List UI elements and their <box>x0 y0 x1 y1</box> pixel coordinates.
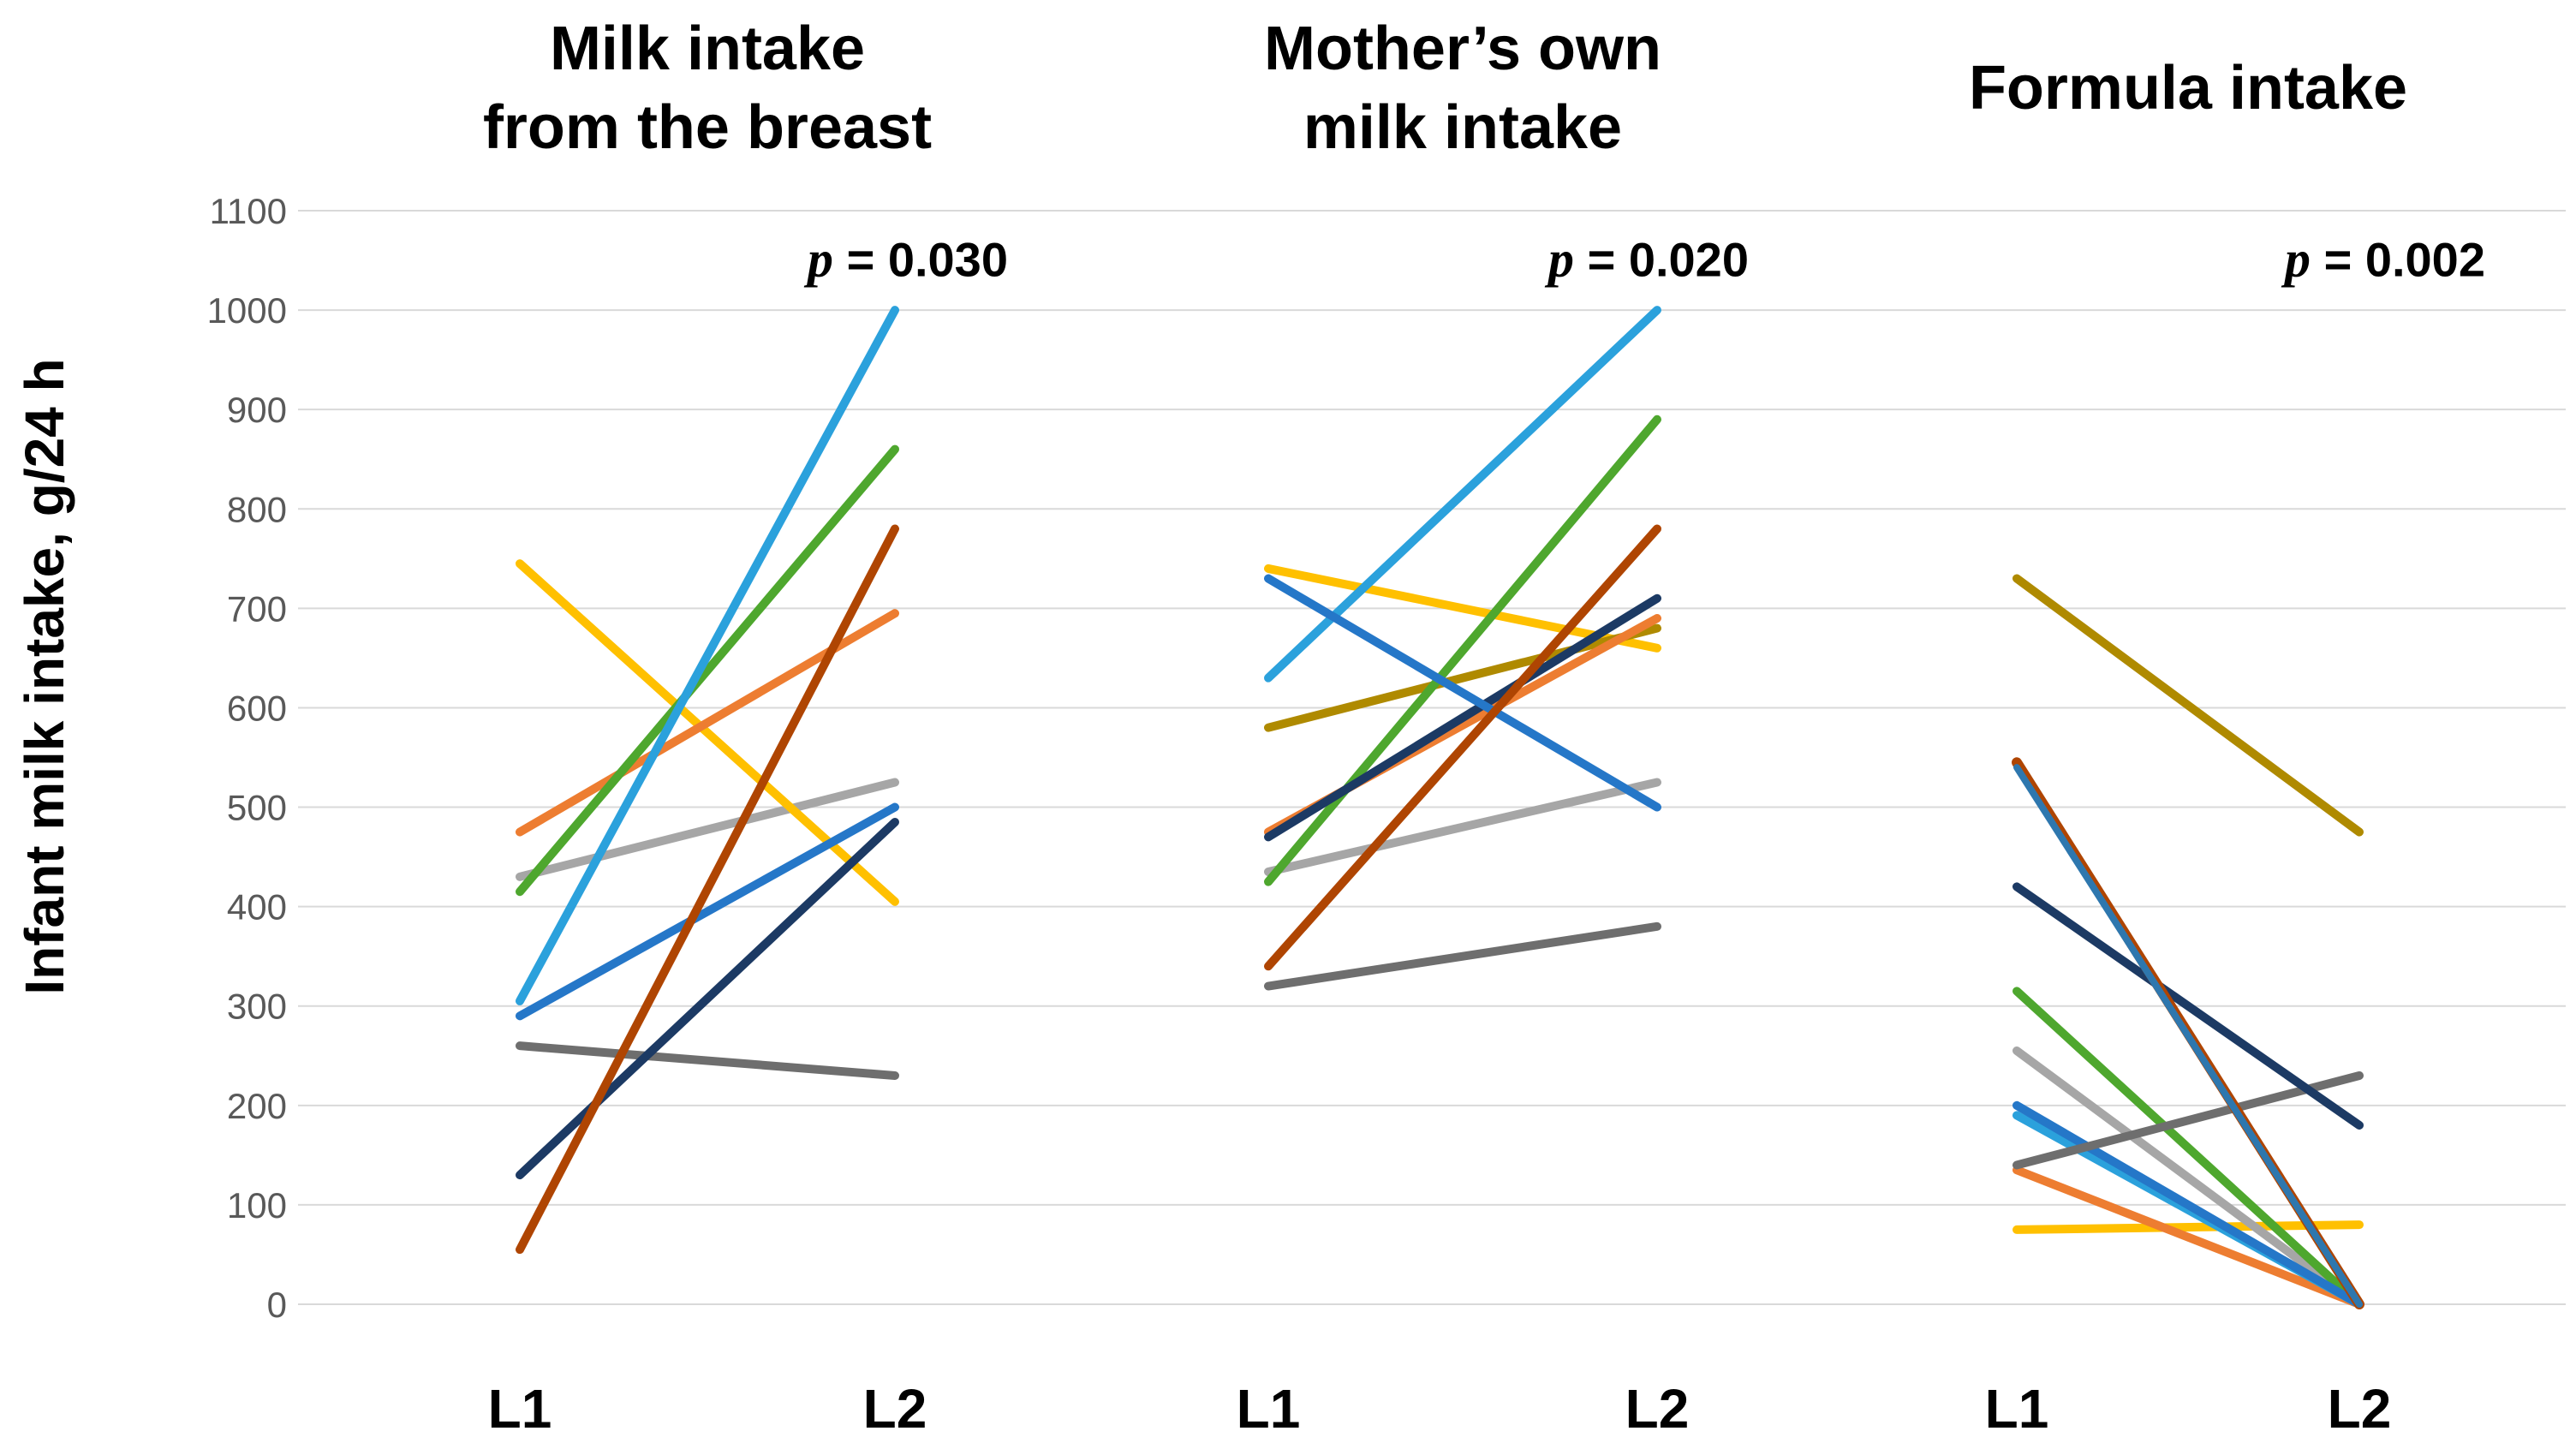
series-line-panel2-light_gray <box>1264 778 1661 877</box>
y-tick-label-400: 400 <box>227 887 287 927</box>
p-symbol: p <box>808 230 834 288</box>
x-label-panel2-L1: L1 <box>1236 1378 1301 1440</box>
p-symbol: p <box>1548 230 1575 288</box>
y-tick-label-700: 700 <box>227 588 287 629</box>
y-tick-label-300: 300 <box>227 987 287 1027</box>
x-label-panel3-L2: L2 <box>2327 1378 2392 1440</box>
panel-title-line: milk intake <box>1303 93 1623 162</box>
x-label-panel3-L1: L1 <box>1984 1378 2049 1440</box>
y-tick-label-900: 900 <box>227 390 287 430</box>
series-line-panel3-orange <box>2012 1166 2364 1309</box>
panel-title-2: Mother’s own milk intake <box>1137 7 1788 170</box>
y-tick-label-1100: 1100 <box>210 191 287 231</box>
series-line-panel3-yellow <box>2012 1220 2364 1234</box>
y-tick-label-200: 200 <box>227 1086 287 1126</box>
y-tick-label-600: 600 <box>227 688 287 728</box>
y-axis-title: Infant milk intake, g/24 h <box>14 358 75 995</box>
p-value-label-panel1: p = 0.030 <box>808 230 1008 289</box>
series-line-panel2-navy <box>1264 593 1661 842</box>
series-line-panel3-light_gray <box>2012 1046 2364 1309</box>
series-line-panel2-olive <box>1264 623 1661 732</box>
series-line-panel2-dark_red <box>1264 524 1661 971</box>
p-value-text: = 0.002 <box>2311 232 2485 287</box>
y-tick-label-100: 100 <box>227 1185 287 1225</box>
y-tick-label-800: 800 <box>227 489 287 529</box>
panel-title-line: Formula intake <box>1968 54 2408 122</box>
panel-title-1: Milk intake from the breast <box>382 7 1033 170</box>
series-line-panel3-steel_blue <box>2013 764 2363 1308</box>
series-line-panel3-navy <box>2012 882 2364 1130</box>
series-line-panel1-sky_blue <box>516 306 899 1005</box>
series-line-panel3-green <box>2012 987 2364 1309</box>
panel-title-line: from the breast <box>482 93 933 162</box>
series-line-panel2-blue <box>1264 574 1661 812</box>
p-value-label-panel3: p = 0.002 <box>2285 230 2485 289</box>
x-label-panel1-L1: L1 <box>487 1378 552 1440</box>
series-line-panel1-navy <box>516 817 899 1180</box>
x-label-panel1-L2: L2 <box>862 1378 927 1440</box>
series-line-panel2-green <box>1264 414 1661 886</box>
panel-title-3: Formula intake <box>1863 7 2513 170</box>
p-value-text: = 0.030 <box>833 232 1008 287</box>
p-symbol: p <box>2285 230 2311 288</box>
y-tick-label-1000: 1000 <box>207 290 287 331</box>
series-line-panel1-dark_gray <box>516 1041 899 1080</box>
panel-title-line: Mother’s own <box>1264 15 1661 83</box>
p-value-label-panel2: p = 0.020 <box>1548 230 1749 289</box>
series-line-panel1-blue <box>516 802 899 1021</box>
series-line-panel1-green <box>516 444 899 897</box>
p-value-text: = 0.020 <box>1574 232 1749 287</box>
y-tick-label-0: 0 <box>267 1285 287 1325</box>
series-line-panel3-blue <box>2012 1100 2364 1309</box>
x-label-panel2-L2: L2 <box>1625 1378 1690 1440</box>
panel-title-line: Milk intake <box>549 15 866 83</box>
series-line-panel3-olive <box>2012 574 2364 837</box>
series-line-panel1-dark_red <box>516 524 899 1255</box>
y-tick-label-500: 500 <box>227 788 287 828</box>
series-line-panel2-dark_gray <box>1264 921 1661 991</box>
series-line-panel1-light_gray <box>516 778 899 881</box>
series-line-panel1-yellow <box>516 559 899 906</box>
